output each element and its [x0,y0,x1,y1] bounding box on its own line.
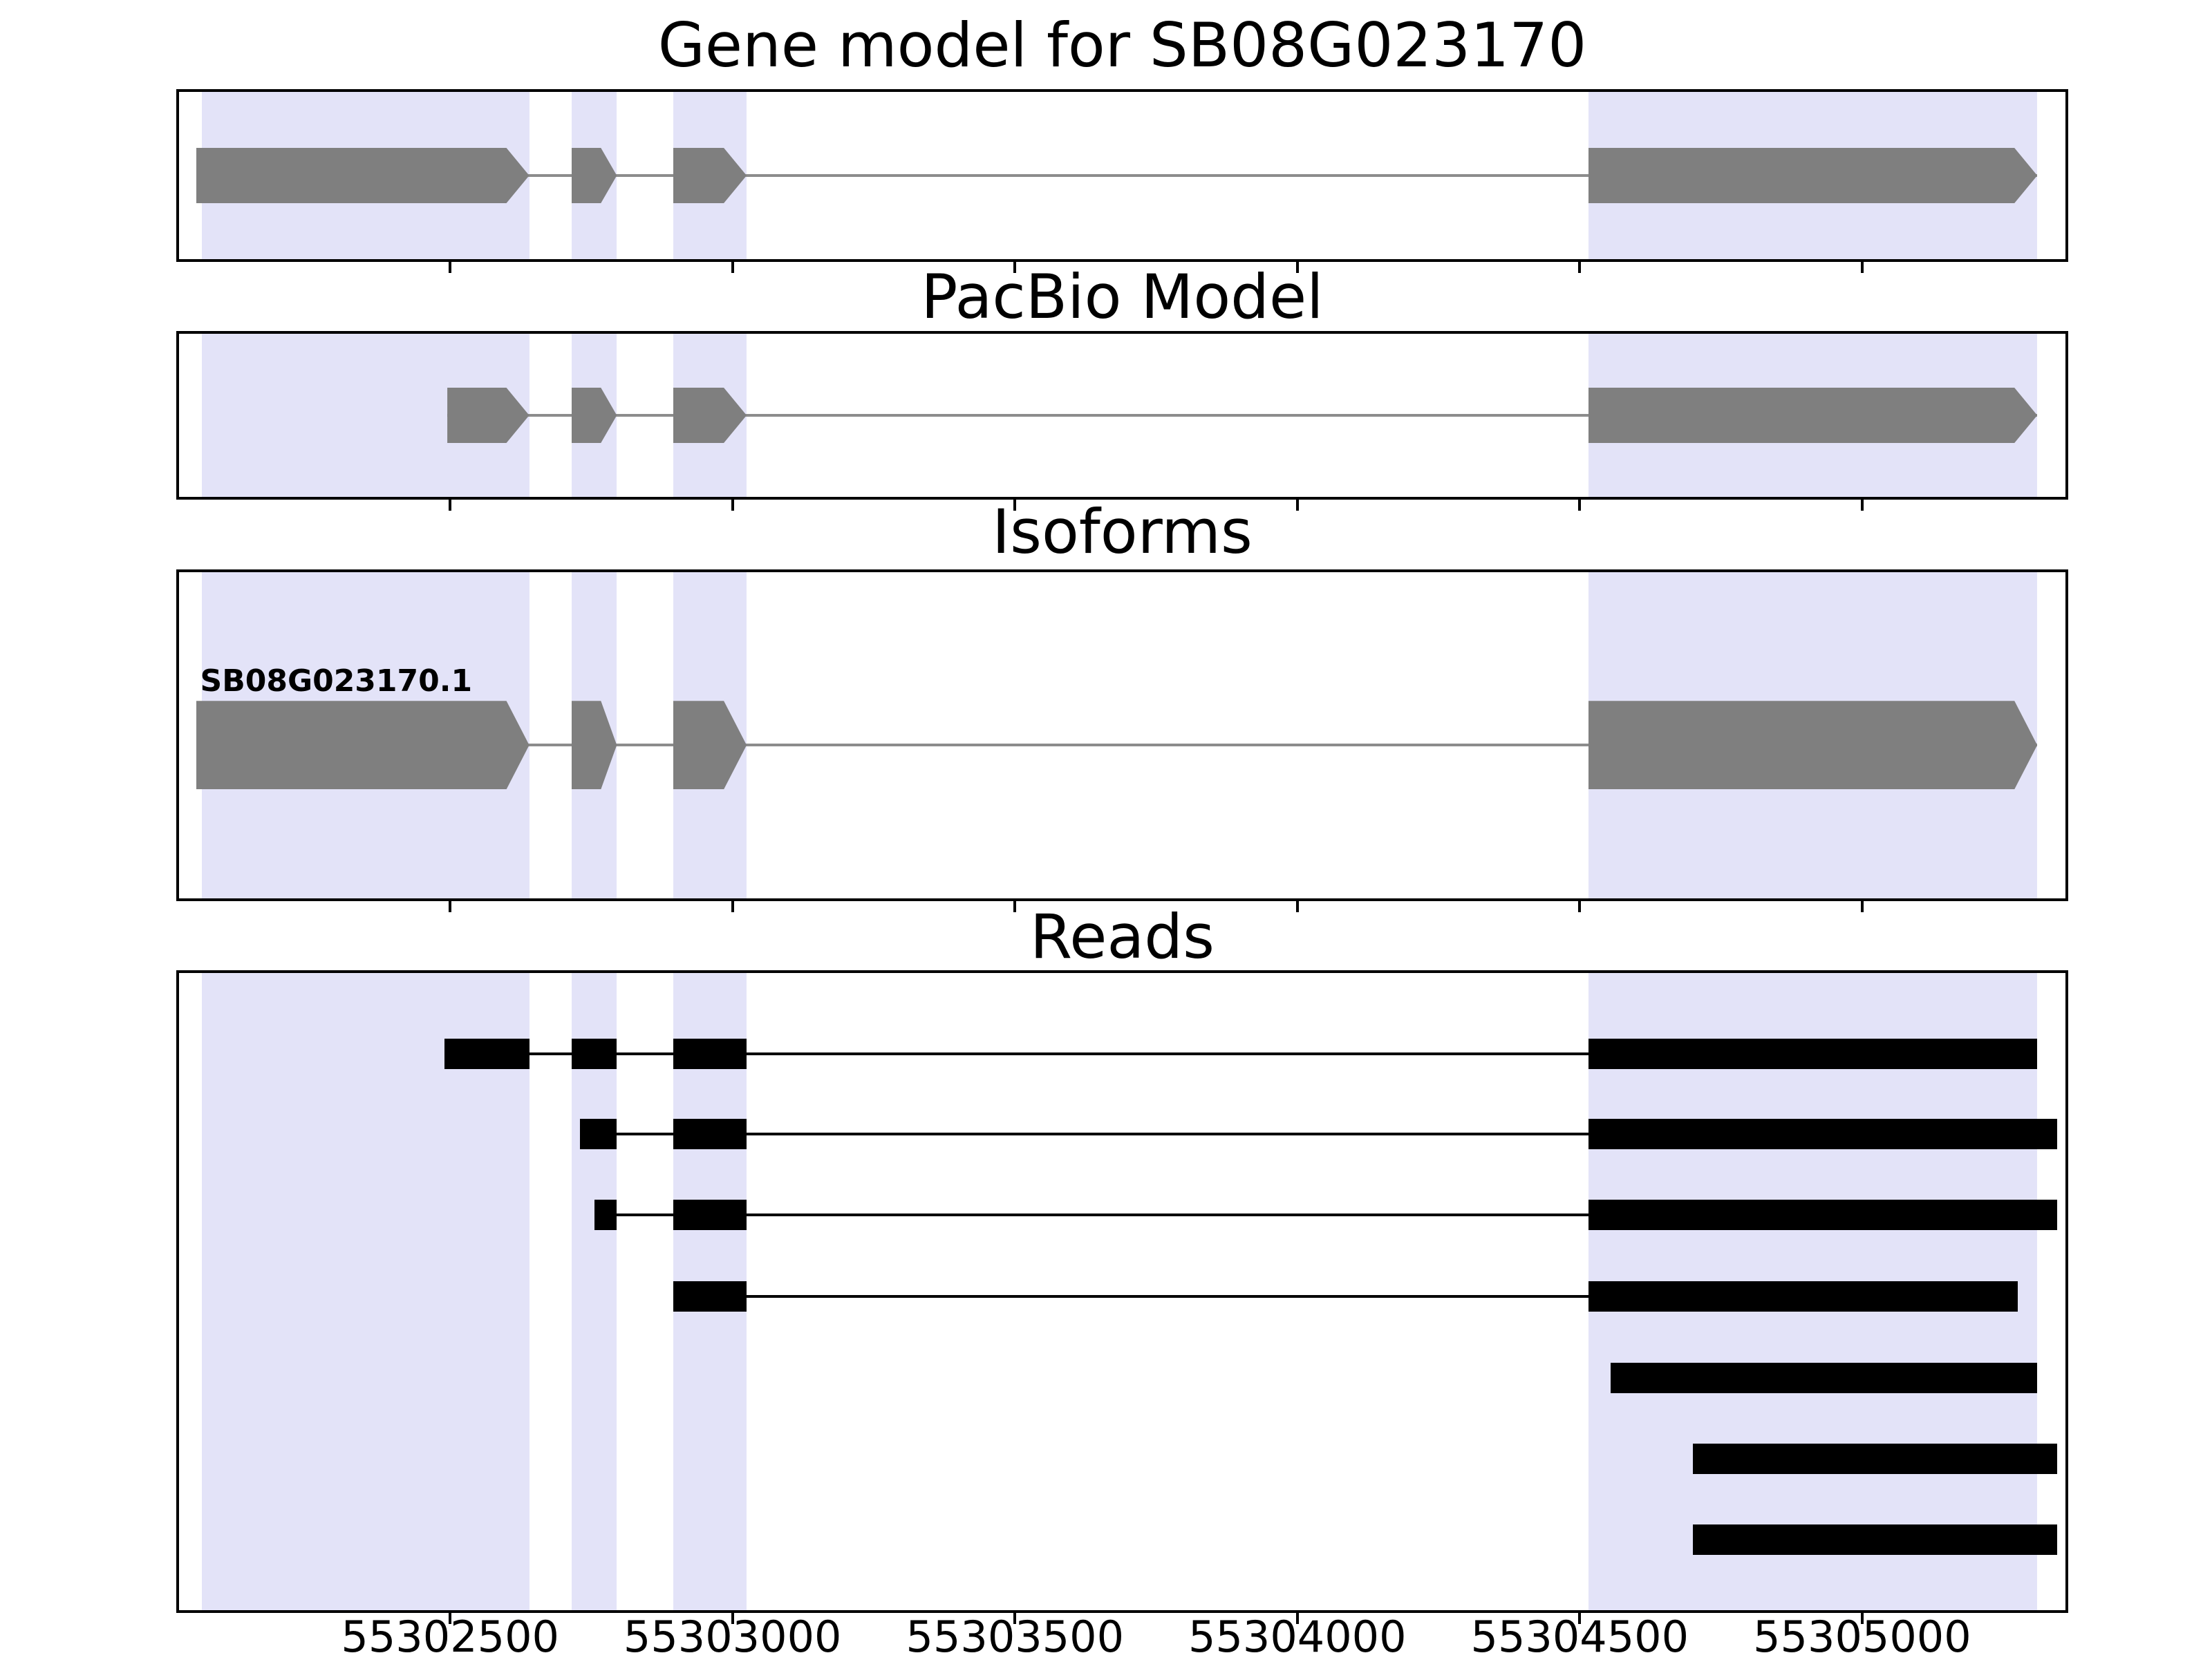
x-tick [731,262,734,273]
read-exon-block [594,1200,617,1231]
intron-line [594,1214,2057,1217]
read-exon-block [1611,1362,2038,1393]
x-tick [1013,262,1017,273]
panel-isoforms: SB08G023170.1 [176,569,2068,901]
read-exon-block [1692,1524,2057,1555]
panel-pacbio-model [176,331,2068,500]
x-tick [731,1613,734,1624]
x-tick [1578,1613,1582,1624]
read-exon-block [580,1119,617,1150]
read-exon-block [673,1281,747,1312]
title-pacbio-model: PacBio Model [921,261,1324,332]
title-reads: Reads [1030,901,1215,972]
x-tick [1013,901,1017,912]
x-tick [449,500,452,511]
panel-gene-model [176,89,2068,262]
title-gene-model: Gene model for SB08G023170 [657,10,1587,81]
x-tick [449,1613,452,1624]
read-exon-block [1588,1119,2057,1150]
x-tick [1013,1613,1017,1624]
intron-line [196,174,2038,177]
exon-highlight-band [571,973,617,1610]
exon-block [1588,148,2037,203]
x-tick [1860,262,1864,273]
x-tick [731,901,734,912]
intron-line [444,1052,2038,1056]
x-tick [449,262,452,273]
read-exon-block [444,1039,529,1070]
read-exon-block [571,1039,617,1070]
x-tick [1578,262,1582,273]
x-tick [1578,901,1582,912]
x-tick-label: 55304000 [1188,1612,1407,1662]
x-tick-label: 55304500 [1470,1612,1689,1662]
exon-block [196,701,529,790]
x-tick [1013,500,1017,511]
read-exon-block [1588,1039,2038,1070]
read-exon-block [1588,1200,2057,1231]
x-tick [1860,901,1864,912]
intron-line [447,414,2038,417]
x-tick [1295,901,1299,912]
x-tick [1860,500,1864,511]
x-tick [1295,500,1299,511]
intron-line [580,1133,2057,1136]
exon-highlight-band [201,973,529,1610]
x-tick-label: 55302500 [341,1612,559,1662]
x-tick-label: 55305000 [1753,1612,1971,1662]
title-isoforms: Isoforms [992,496,1253,567]
exon-block [196,148,529,203]
x-tick-label: 55303500 [906,1612,1125,1662]
exon-block [1588,388,2037,443]
x-tick [1295,1613,1299,1624]
read-exon-block [673,1119,747,1150]
intron-line [196,744,2038,747]
x-tick [1860,1613,1864,1624]
panel-reads [176,970,2068,1613]
x-tick [449,901,452,912]
read-exon-block [673,1200,747,1231]
exon-block [1588,701,2037,790]
x-tick [731,500,734,511]
read-exon-block [673,1039,747,1070]
x-tick [1295,262,1299,273]
read-exon-block [1588,1281,2018,1312]
intron-line [673,1295,2018,1299]
x-tick [1578,500,1582,511]
read-exon-block [1692,1443,2057,1474]
x-tick-label: 55303000 [623,1612,842,1662]
isoform-label: SB08G023170.1 [200,663,473,699]
